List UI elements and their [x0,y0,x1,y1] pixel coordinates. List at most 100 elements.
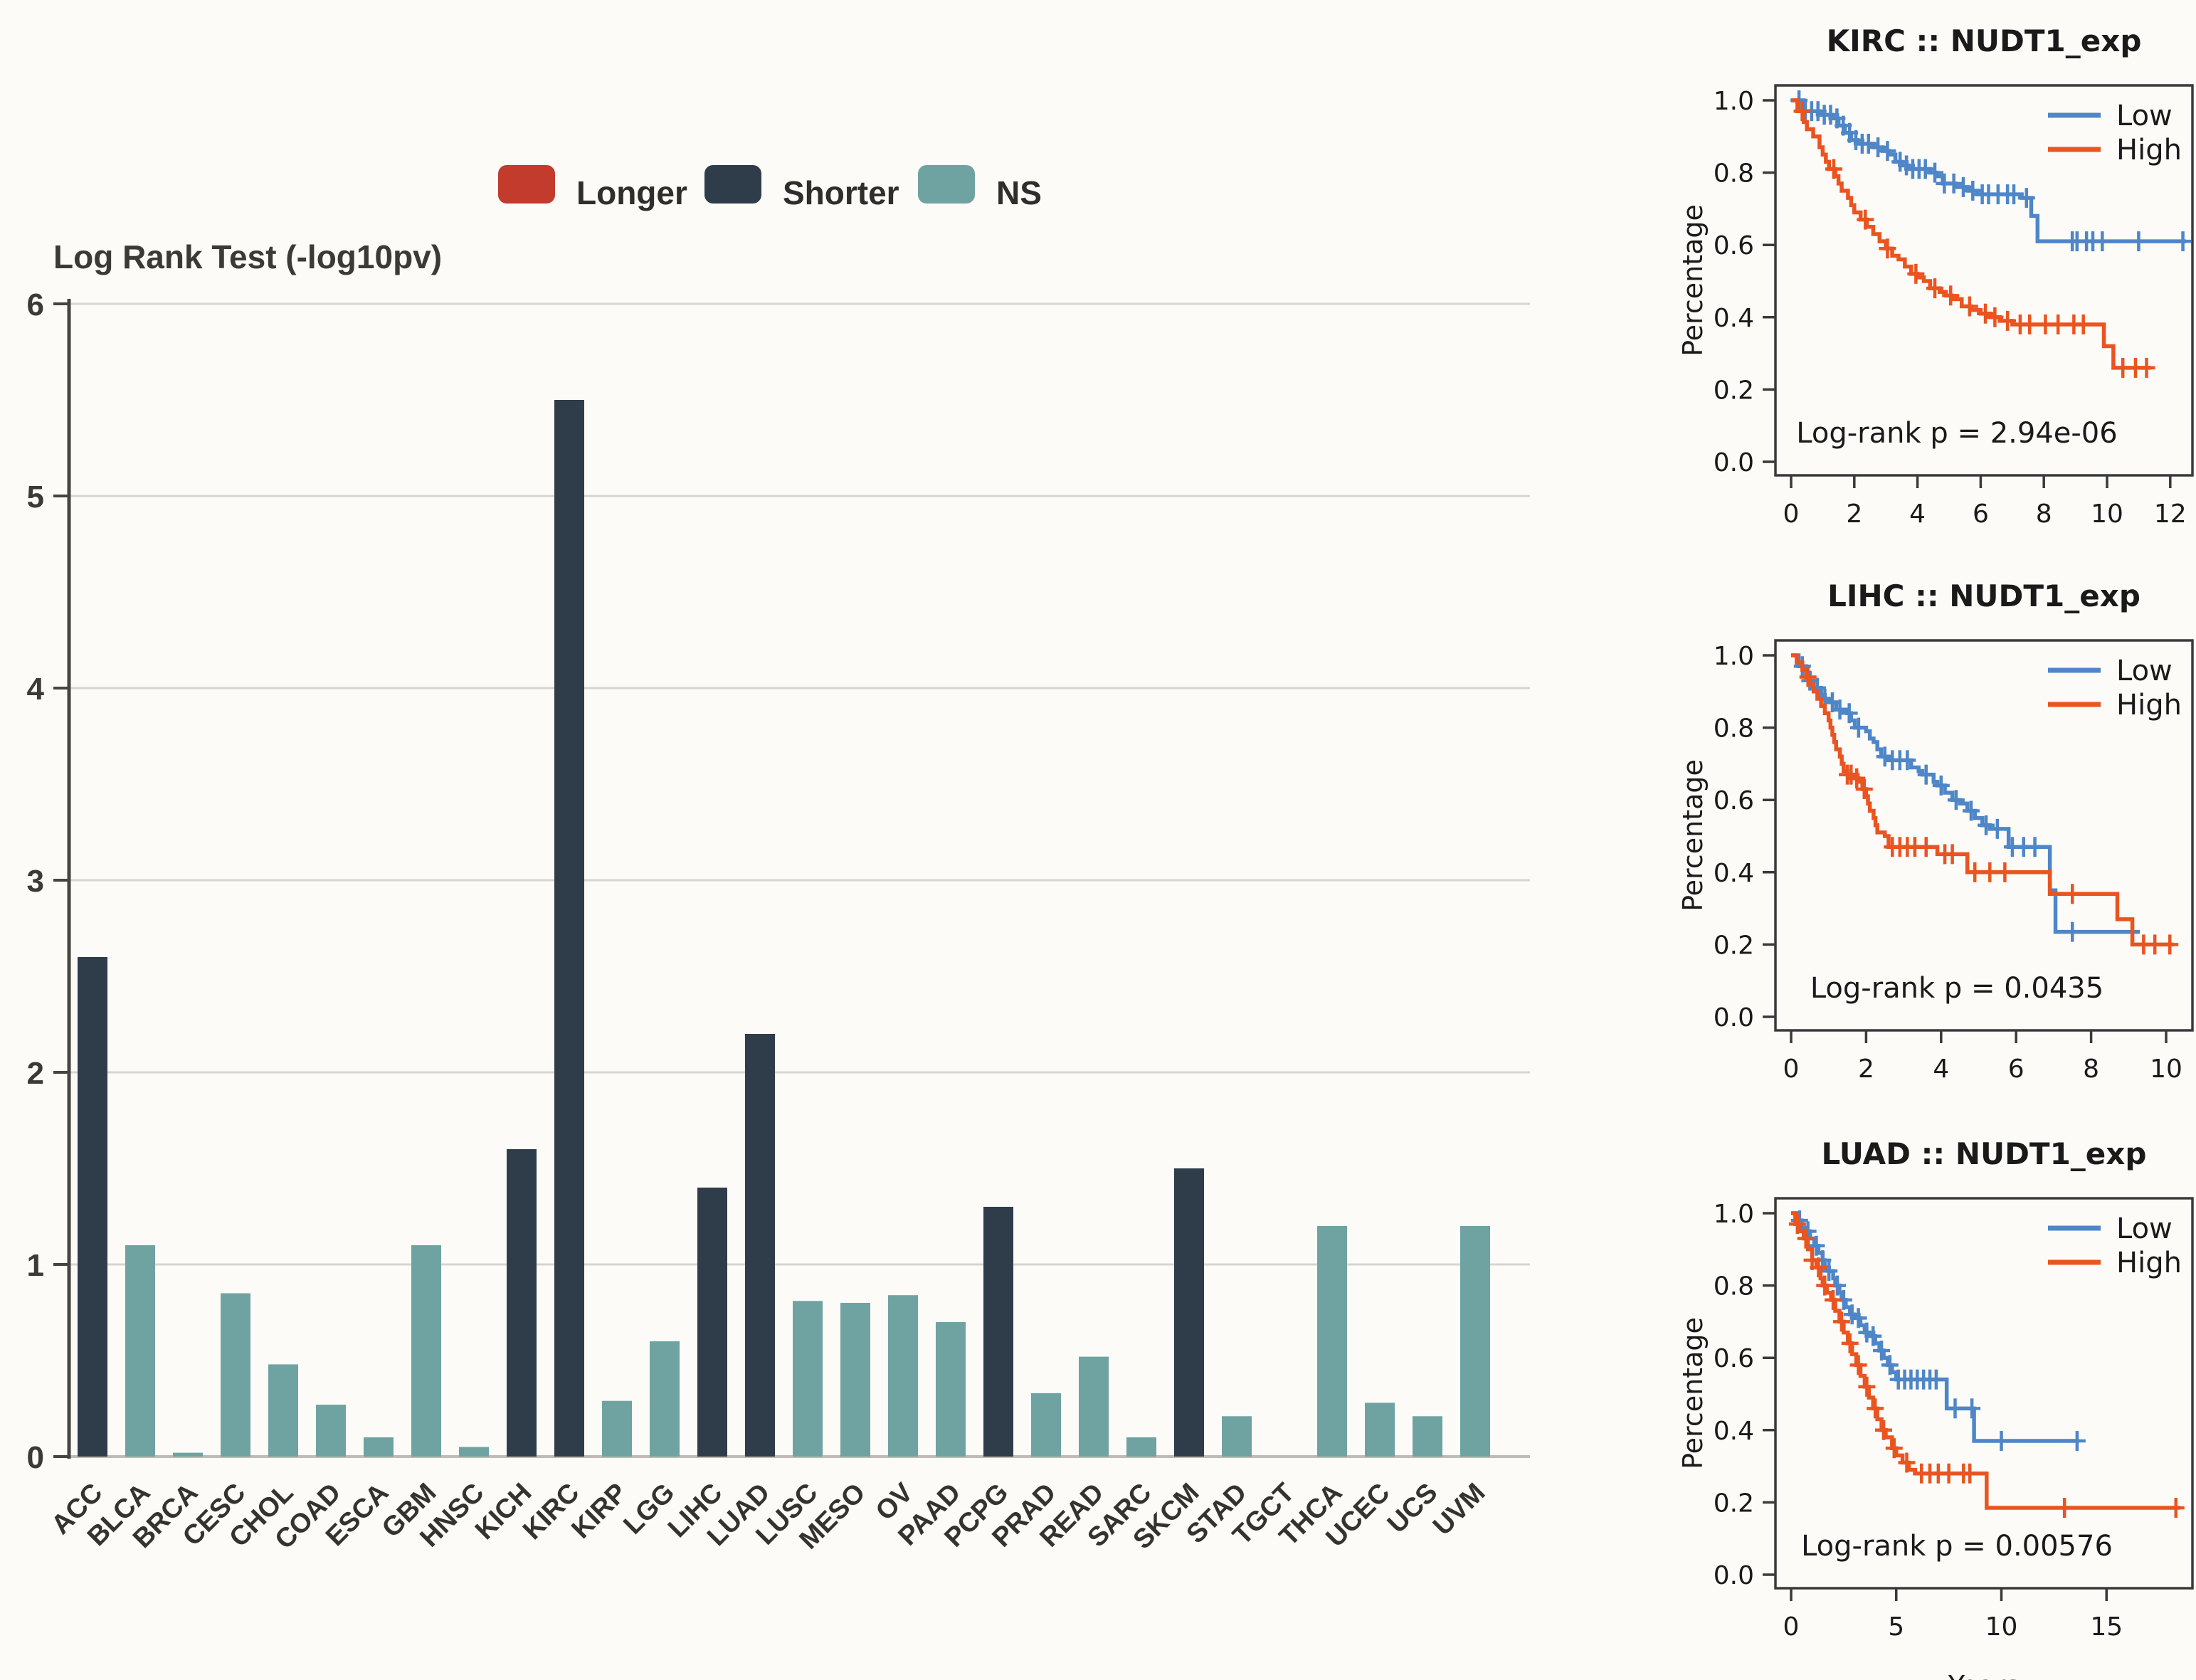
y-tick-label: 0.2 [1714,931,1754,960]
bar-UCS [1413,1416,1442,1457]
bar-GBM [411,1245,441,1457]
x-label-KIRP: KIRP [566,1478,633,1545]
x-tick-label: 5 [1888,1612,1904,1642]
legend-label-ns: NS [996,174,1042,211]
legend-label-low: Low [2116,100,2173,132]
y-tick-label: 0.8 [1714,714,1754,744]
y-tick-label: 6 [27,287,44,322]
bar-MESO [840,1303,870,1457]
x-tick-label: 10 [2091,500,2123,529]
bar-LIHC [697,1188,727,1457]
bar-CHOL [268,1364,298,1457]
plot-box [1774,84,2194,477]
bar-chart-legend: Longer Shorter NS [498,165,1042,211]
x-tick-label: 2 [1846,500,1862,529]
bar-KIRP [602,1400,632,1457]
km-curve-low [1791,653,2140,934]
x-tick-label: 0 [1783,1612,1800,1642]
y-tick-label: 5 [27,480,44,514]
bar-KIRC [554,400,584,1457]
y-tick-label: 0.0 [1714,1561,1754,1590]
legend-swatch-ns [918,165,975,204]
bar-BLCA [125,1245,155,1457]
bar-ESCA [364,1437,394,1457]
bar-SARC [1126,1437,1156,1457]
legend-label-high: High [2116,134,2182,167]
bar-LUAD [745,1034,775,1457]
y-axis-label: Percentage [1677,1317,1709,1469]
y-tick-label: 0.4 [1714,859,1754,888]
bar-CESC [221,1293,250,1457]
km-title: LIHC :: NUDT1_exp [1827,579,2140,613]
y-tick-label: 3 [27,864,44,899]
y-tick-label: 0.8 [1714,159,1754,189]
x-axis-label: Years [1948,1670,2020,1680]
y-tick-label: 0.4 [1714,304,1754,333]
x-tick-label: 4 [1933,1055,1949,1084]
bar-OV [888,1295,918,1457]
bar-LGG [650,1341,680,1457]
y-tick-label: 0.0 [1714,448,1754,477]
y-tick-label: 0.6 [1714,786,1754,815]
y-tick-label: 0.8 [1714,1272,1754,1301]
bar-PCPG [983,1207,1013,1457]
bar-PRAD [1031,1393,1061,1457]
km-title: KIRC :: NUDT1_exp [1827,23,2142,58]
bar-ACC [78,957,107,1457]
x-tick-label: 15 [2090,1612,2123,1642]
plot-box [1774,639,2194,1032]
x-label-UVM: UVM [1427,1478,1491,1541]
y-tick-label: 0.2 [1714,376,1754,405]
plot-box [1774,1197,2194,1590]
bar-THCA [1317,1226,1347,1457]
x-tick-label: 4 [1909,500,1926,529]
y-tick-label: 0.0 [1714,1003,1754,1032]
bar-chart-title: Log Rank Test (-log10pv) [53,238,442,275]
bar-chart: 0123456ACCBLCABRCACESCCHOLCOADESCAGBMHNS… [27,287,1530,1555]
bar-STAD [1222,1416,1252,1457]
bar-PAAD [936,1322,966,1457]
y-tick-label: 0.6 [1714,231,1754,260]
legend-swatch-longer [498,165,555,204]
y-axis-label: Percentage [1677,759,1709,912]
legend-swatch-shorter [704,165,761,204]
y-tick-label: 0.6 [1714,1344,1754,1373]
y-tick-label: 1.0 [1714,1200,1754,1229]
bar-READ [1079,1356,1109,1457]
x-tick-label: 10 [2150,1055,2182,1084]
bar-COAD [316,1405,346,1457]
y-axis-label: Percentage [1677,204,1709,356]
km-curve-high [1791,98,2152,370]
km-curve-low [1791,1211,2079,1443]
bar-UVM [1460,1226,1490,1457]
y-tick-label: 1.0 [1714,87,1754,116]
y-tick-label: 0.4 [1714,1417,1754,1446]
legend-label-shorter: Shorter [783,174,899,211]
legend-label-high: High [2116,689,2182,722]
legend-label-low: Low [2116,655,2173,687]
bar-LUSC [793,1301,823,1457]
bar-SKCM [1174,1168,1204,1457]
x-tick-label: 8 [2083,1055,2099,1084]
p-value-label: Log-rank p = 2.94e-06 [1796,417,2117,450]
x-tick-label: 2 [1858,1055,1874,1084]
bar-BRCA [173,1452,203,1457]
bar-HNSC [459,1447,489,1457]
x-tick-label: 12 [2154,500,2187,529]
x-tick-label: 0 [1783,1055,1800,1084]
y-tick-label: 0 [27,1440,44,1475]
legend-label-high: High [2116,1247,2182,1279]
x-tick-label: 8 [2036,500,2052,529]
y-tick-label: 4 [27,672,45,707]
km-title: LUAD :: NUDT1_exp [1822,1136,2147,1171]
x-tick-label: 10 [1985,1612,2018,1642]
x-tick-label: 6 [2008,1055,2025,1084]
x-label-UCS: UCS [1382,1478,1443,1539]
x-label-KIRC: KIRC [517,1478,585,1546]
